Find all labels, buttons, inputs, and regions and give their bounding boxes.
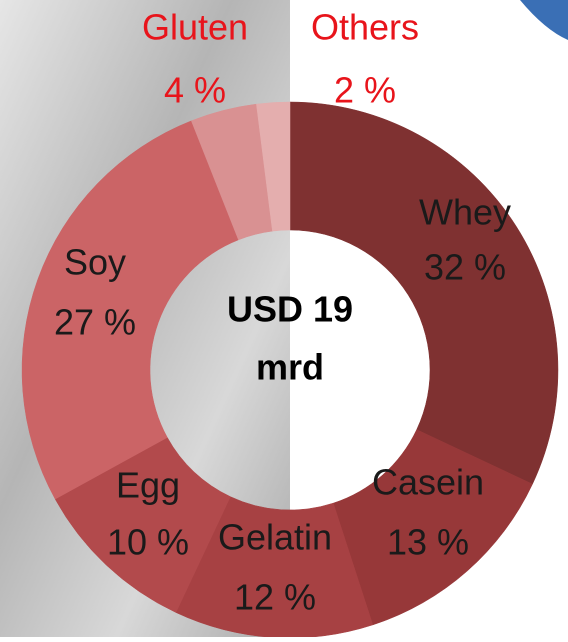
value-label: 2 % (334, 70, 396, 111)
slice (289, 101, 559, 485)
value-label: 27 % (54, 302, 136, 343)
category-label: Casein (372, 462, 484, 503)
value-label: 4 % (164, 70, 226, 111)
center-label: mrd (256, 347, 324, 388)
center-label: USD 19 (227, 289, 353, 330)
category-label: Others (311, 7, 419, 48)
slice (256, 101, 291, 232)
slice (332, 429, 533, 626)
category-label: Egg (116, 465, 180, 506)
slice (21, 120, 239, 500)
decoration (520, 0, 568, 40)
value-label: 12 % (234, 577, 316, 618)
value-label: 13 % (387, 522, 469, 563)
category-label: Gluten (142, 7, 248, 48)
value-label: 32 % (424, 247, 506, 288)
category-label: Whey (419, 192, 511, 233)
category-label: Soy (64, 242, 126, 283)
category-label: Gelatin (218, 517, 332, 558)
value-label: 10 % (107, 522, 189, 563)
